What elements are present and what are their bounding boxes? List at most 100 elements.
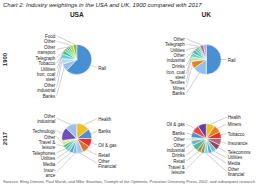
text-line: Telecomms [228,149,252,154]
leader-line [186,153,202,169]
slice-label: Otherindustrial [37,82,56,92]
slice-label: Otherindustrial [167,53,186,63]
slice-label: Banks [98,129,111,134]
text-line: Tobacco [38,61,55,66]
leader-line [186,65,192,88]
pie-slice [198,124,206,139]
slice-label: Insurance [228,141,248,146]
text-line: Utilities [41,156,56,161]
leader-line [87,150,97,155]
slice-label: Telecomms [228,149,252,154]
leader-line [186,138,191,139]
slice-label: Health [98,116,112,121]
slice-label: Other [173,36,185,41]
text-line: Tobacco [228,131,245,136]
leader-line [221,142,226,144]
text-line: Banks [172,91,185,96]
text-line: Health [228,115,242,120]
slice-label: Drinks [172,153,186,158]
text-line: Oil & gas [166,121,185,126]
text-line: Other [173,36,185,41]
slice-label: Telegraph [35,55,55,60]
slice-label: Drinks [172,63,186,68]
slice-label: Travel &leisure [168,164,185,174]
chart: Chart 2: Industry weightings in the USA … [0,0,273,185]
slice-label: Mines [173,85,186,90]
leader-line [218,148,226,152]
slice-label: Otherfinancial [228,166,245,176]
text-line: industrial [167,147,185,152]
slice-label: Media [228,161,241,166]
text-line: Mines [173,85,186,90]
slice-label: Othertransport [37,44,56,54]
leader-line [57,118,71,124]
slice-label: Oil & gas [98,142,117,147]
leader-line [186,44,199,46]
slice-label: Oil & gas [166,121,185,126]
text-line: Media [228,161,241,166]
slice-label: Iron, coalsteel [166,69,185,79]
text-line: industrial [37,118,55,123]
text-line: Telegraph [35,55,55,60]
text-line: Sources: Elroy Dimson, Paul Marsh, and M… [3,179,255,184]
leader-line [211,117,227,124]
leader-line [57,41,71,45]
leader-line [91,65,97,68]
leader-line [221,59,226,60]
text-line: Miners [228,121,242,126]
text-line: Retail [173,159,185,164]
leader-line [57,61,62,87]
leader-line [186,143,192,147]
row-label: 2017 [2,131,8,145]
leader-line [57,145,64,147]
row-label: 1900 [2,52,8,66]
text-line: Drinks [172,153,186,158]
text-line: Health [98,116,112,121]
text-line: Textiles [170,80,186,85]
leader-line [186,47,197,49]
title: Chart 2: Industry weightings in the USA … [3,2,202,8]
leader-line [57,131,63,134]
pie-slice [70,45,77,60]
slice-label: Other [44,134,56,139]
pie-slice [66,124,77,139]
slice-label: Banks [43,93,56,98]
leader-line [80,153,97,163]
leader-line [91,143,97,145]
leader-line [186,124,195,129]
leader-line [210,153,226,163]
source-note: Sources: Elroy Dimson, Paul Marsh, and M… [3,179,255,184]
text-line: Banks [98,129,111,134]
text-line: Banks [172,130,185,135]
pie-slice [191,139,206,146]
slice-label: Otherindustrial [167,142,186,152]
slice-label: Utilities [170,47,185,52]
text-line: transport [37,49,56,54]
slice-label: Retail [98,153,110,158]
leader-line [186,51,193,66]
slice-label: Insur-ance [44,167,56,177]
pie-slice [77,139,84,154]
slice-label: Other [173,137,185,142]
pie-panel [57,118,97,172]
pie-slice [200,45,206,60]
slice-label: Iron, coalsteel [37,72,56,82]
leader-line [57,50,66,64]
slice-label: Media [43,161,56,166]
slice-label: Rail [98,65,106,70]
slice-label: Miners [228,121,242,126]
leader-line [57,68,64,96]
text-line: steel [175,74,185,79]
slice-label: Travel &leisure [39,140,56,150]
text-line: leisure [42,145,56,150]
text-line: industrial [167,58,185,63]
leader-line [186,148,194,155]
leader-line [57,52,64,68]
slice-label: Tobacco [228,131,245,136]
slice-label: Banks [172,130,185,135]
text-line: Utilities [228,155,243,160]
leader-line [57,149,66,153]
leader-line [186,73,199,94]
text-line: Food [45,33,56,38]
leader-line [186,151,199,161]
